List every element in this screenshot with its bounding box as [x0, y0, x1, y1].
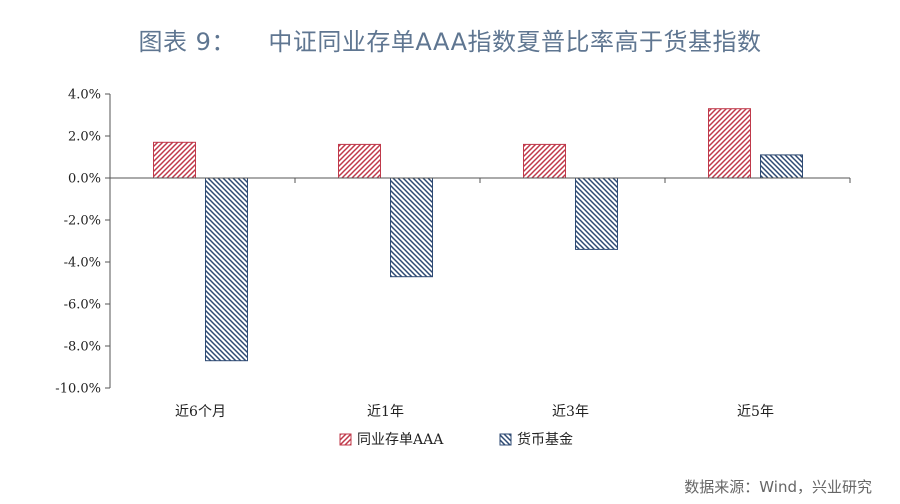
- legend: 同业存单AAA 货币基金: [339, 431, 573, 448]
- legend-label-series-1: 同业存单AAA: [357, 432, 444, 448]
- y-tick-label: -4.0%: [64, 256, 101, 271]
- bar-series-1-1: [153, 141, 196, 179]
- y-tick-label: -8.0%: [64, 340, 101, 355]
- y-tick-label: -10.0%: [55, 382, 101, 397]
- category-label: 近1年: [367, 404, 404, 420]
- legend-item-series-1: 同业存单AAA: [339, 432, 444, 448]
- bar-series-1-4: [708, 108, 751, 179]
- y-tick-label: -2.0%: [64, 214, 101, 229]
- legend-swatch-series-1: [339, 433, 352, 446]
- y-tick-labels: 4.0% 2.0% 0.0% -2.0% -4.0% -6.0% -8.0% -10.0%: [55, 88, 110, 397]
- bar-series-2-1: [205, 177, 248, 362]
- data-source-note: 数据来源：Wind，兴业研究: [684, 478, 872, 496]
- legend-swatch-series-2: [499, 433, 512, 446]
- legend-label-series-2: 货币基金: [517, 431, 573, 448]
- category-label: 近3年: [552, 404, 589, 420]
- y-tick-label: 4.0%: [68, 88, 101, 103]
- y-tick-label: 0.0%: [68, 172, 101, 187]
- legend-item-series-2: 货币基金: [499, 431, 573, 448]
- category-label: 近5年: [737, 404, 774, 420]
- bar-series-2-2: [390, 177, 433, 278]
- y-tick-label: -6.0%: [64, 298, 101, 313]
- bar-series-1-3: [523, 143, 566, 179]
- bar-series-2-3: [575, 177, 618, 250]
- bars: [153, 108, 851, 362]
- category-labels: 近6个月 近1年 近3年 近5年: [175, 404, 774, 420]
- chart-title: 图表 9： 中证同业存单AAA指数夏普比率高于货基指数: [138, 28, 762, 56]
- bar-series-2-4: [760, 154, 803, 179]
- y-tick-label: 2.0%: [68, 130, 101, 145]
- bar-series-1-2: [338, 143, 381, 179]
- category-label: 近6个月: [175, 404, 226, 420]
